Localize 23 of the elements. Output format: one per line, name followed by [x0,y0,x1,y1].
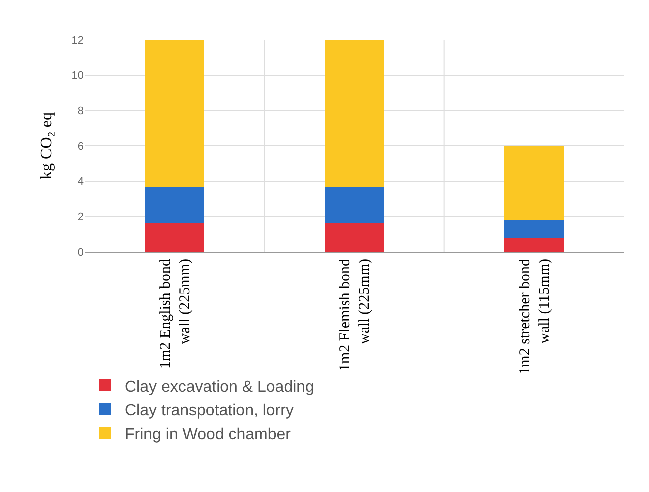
y-axis-title: kg CO₂ eq [38,112,56,180]
x-tick-label: 1m2 stretcher bond wall (115mm) [517,258,553,375]
y-tick-label: 6 [78,140,84,153]
y-tick-label: 0 [78,246,84,259]
bar [504,238,564,252]
legend-label: Clay excavation & Loading [125,378,314,396]
y-tick-label: 4 [78,176,84,188]
bar [324,222,384,252]
bar [324,40,384,188]
legend-label: Fring in Wood chamber [125,426,292,444]
y-tick-label: 2 [78,212,84,224]
bar [504,146,564,220]
y-tick-label: 8 [78,106,84,118]
bar [504,220,564,238]
y-tick-label: 10 [72,70,84,82]
legend-label: Clay transpotation, lorry [125,402,294,420]
bar [145,40,204,188]
x-tick-label: 1m2 Flemish bond wall (225mm) [338,258,374,372]
y-tick-label: 12 [72,34,84,47]
bar [145,222,204,252]
bar [145,188,204,223]
x-tick-label: 1m2 English bond wall (225mm) [158,258,194,370]
bar [324,188,384,223]
